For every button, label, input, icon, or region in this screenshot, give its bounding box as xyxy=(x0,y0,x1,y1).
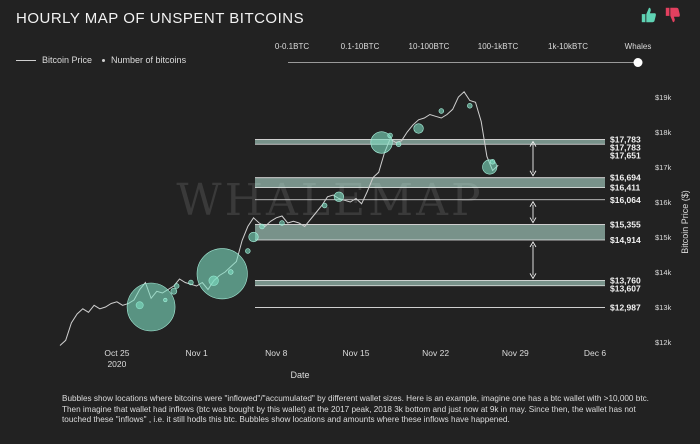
y-tick-label: $16k xyxy=(655,198,672,207)
btc-bubble xyxy=(196,248,248,300)
page-title: HOURLY MAP OF UNSPENT BITCOINS xyxy=(16,10,305,27)
y-tick-label: $15k xyxy=(655,233,672,242)
level-band xyxy=(255,280,605,286)
x-tick-label: Nov 1 xyxy=(185,348,207,358)
btc-bubble xyxy=(387,132,393,139)
range-arrow-head xyxy=(529,273,537,280)
x-tick-label: Dec 6 xyxy=(584,348,606,358)
btc-bubble xyxy=(248,231,259,243)
thumbs-up-icon[interactable] xyxy=(640,6,658,24)
wallet-option-5[interactable]: Whales xyxy=(624,42,652,51)
y-tick-label: $19k xyxy=(655,93,672,102)
level-band xyxy=(255,224,605,241)
level-label: $17,651 xyxy=(610,151,641,161)
legend-bitcoins-label: Number of bitcoins xyxy=(111,55,187,65)
level-label: $16,411 xyxy=(610,183,641,193)
btc-bubble xyxy=(370,131,393,154)
btc-bubble xyxy=(321,202,328,209)
level-label: $14,914 xyxy=(610,235,641,245)
x-tick-label: Oct 25 xyxy=(104,348,129,358)
level-label: $17,783 xyxy=(610,143,641,153)
level-label: $17,783 xyxy=(610,135,641,145)
range-arrow-head xyxy=(529,170,537,177)
btc-bubble xyxy=(188,279,194,286)
level-label: $13,760 xyxy=(610,275,641,285)
btc-bubble xyxy=(170,287,178,295)
range-arrow-head xyxy=(529,200,537,207)
x-tick-sublabel: 2020 xyxy=(107,359,126,369)
level-label: $16,694 xyxy=(610,173,641,183)
wallet-size-slider[interactable]: 0-0.1BTC 0.1-10BTC 10-100BTC 100-1kBTC 1… xyxy=(275,42,652,72)
thumbs-down-icon[interactable] xyxy=(664,6,682,24)
level-label: $16,064 xyxy=(610,195,641,205)
btc-bubble xyxy=(395,141,402,147)
legend-item-price[interactable]: Bitcoin Price xyxy=(16,55,92,65)
y-tick-label: $14k xyxy=(655,268,672,277)
btc-bubble xyxy=(126,282,176,332)
chart-legend: Bitcoin Price Number of bitcoins xyxy=(16,55,186,65)
level-band xyxy=(255,177,605,188)
slider-track[interactable] xyxy=(288,62,638,63)
x-tick-label: Nov 15 xyxy=(342,348,369,358)
btc-bubble xyxy=(259,223,265,230)
y-tick-label: $12k xyxy=(655,338,672,347)
x-tick-label: Nov 22 xyxy=(422,348,449,358)
y-axis-title: Bitcoin Price ($) xyxy=(680,190,690,254)
btc-bubble xyxy=(163,297,168,303)
level-label: $15,355 xyxy=(610,220,641,230)
level-band xyxy=(255,139,605,145)
wallet-option-0[interactable]: 0-0.1BTC xyxy=(274,42,310,51)
level-label: $12,987 xyxy=(610,302,641,312)
range-arrow-head xyxy=(529,140,537,147)
level-label: $13,607 xyxy=(610,283,641,293)
range-arrow-head xyxy=(529,217,537,224)
legend-line-swatch xyxy=(16,59,36,61)
wallet-option-1[interactable]: 0.1-10BTC xyxy=(340,42,380,51)
x-tick-label: Nov 29 xyxy=(502,348,529,358)
wallet-option-4[interactable]: 1k-10kBTC xyxy=(547,42,589,51)
wallet-option-3[interactable]: 100-1kBTC xyxy=(477,42,519,51)
btc-bubble xyxy=(333,191,344,202)
btc-bubble xyxy=(438,108,445,114)
btc-bubble xyxy=(413,123,424,134)
btc-bubble xyxy=(228,269,234,275)
legend-dot-swatch xyxy=(102,58,106,62)
btc-bubble xyxy=(489,159,496,165)
x-tick-label: Nov 8 xyxy=(265,348,287,358)
feedback-buttons xyxy=(640,6,682,24)
legend-price-label: Bitcoin Price xyxy=(42,55,93,65)
btc-bubble xyxy=(173,283,180,289)
y-tick-label: $13k xyxy=(655,303,672,312)
range-arrow-head xyxy=(529,241,537,248)
slider-knob[interactable] xyxy=(633,58,643,67)
y-tick-label: $18k xyxy=(655,128,672,137)
btc-bubble xyxy=(279,220,285,226)
wallet-option-2[interactable]: 10-100BTC xyxy=(408,42,450,51)
y-tick-label: $17k xyxy=(655,163,672,172)
btc-bubble xyxy=(467,103,473,109)
legend-item-bitcoins[interactable]: Number of bitcoins xyxy=(102,55,186,65)
btc-bubble xyxy=(245,248,251,254)
chart-footnote: Bubbles show locations where bitcoins we… xyxy=(62,394,649,425)
x-axis-title: Date xyxy=(290,370,309,380)
